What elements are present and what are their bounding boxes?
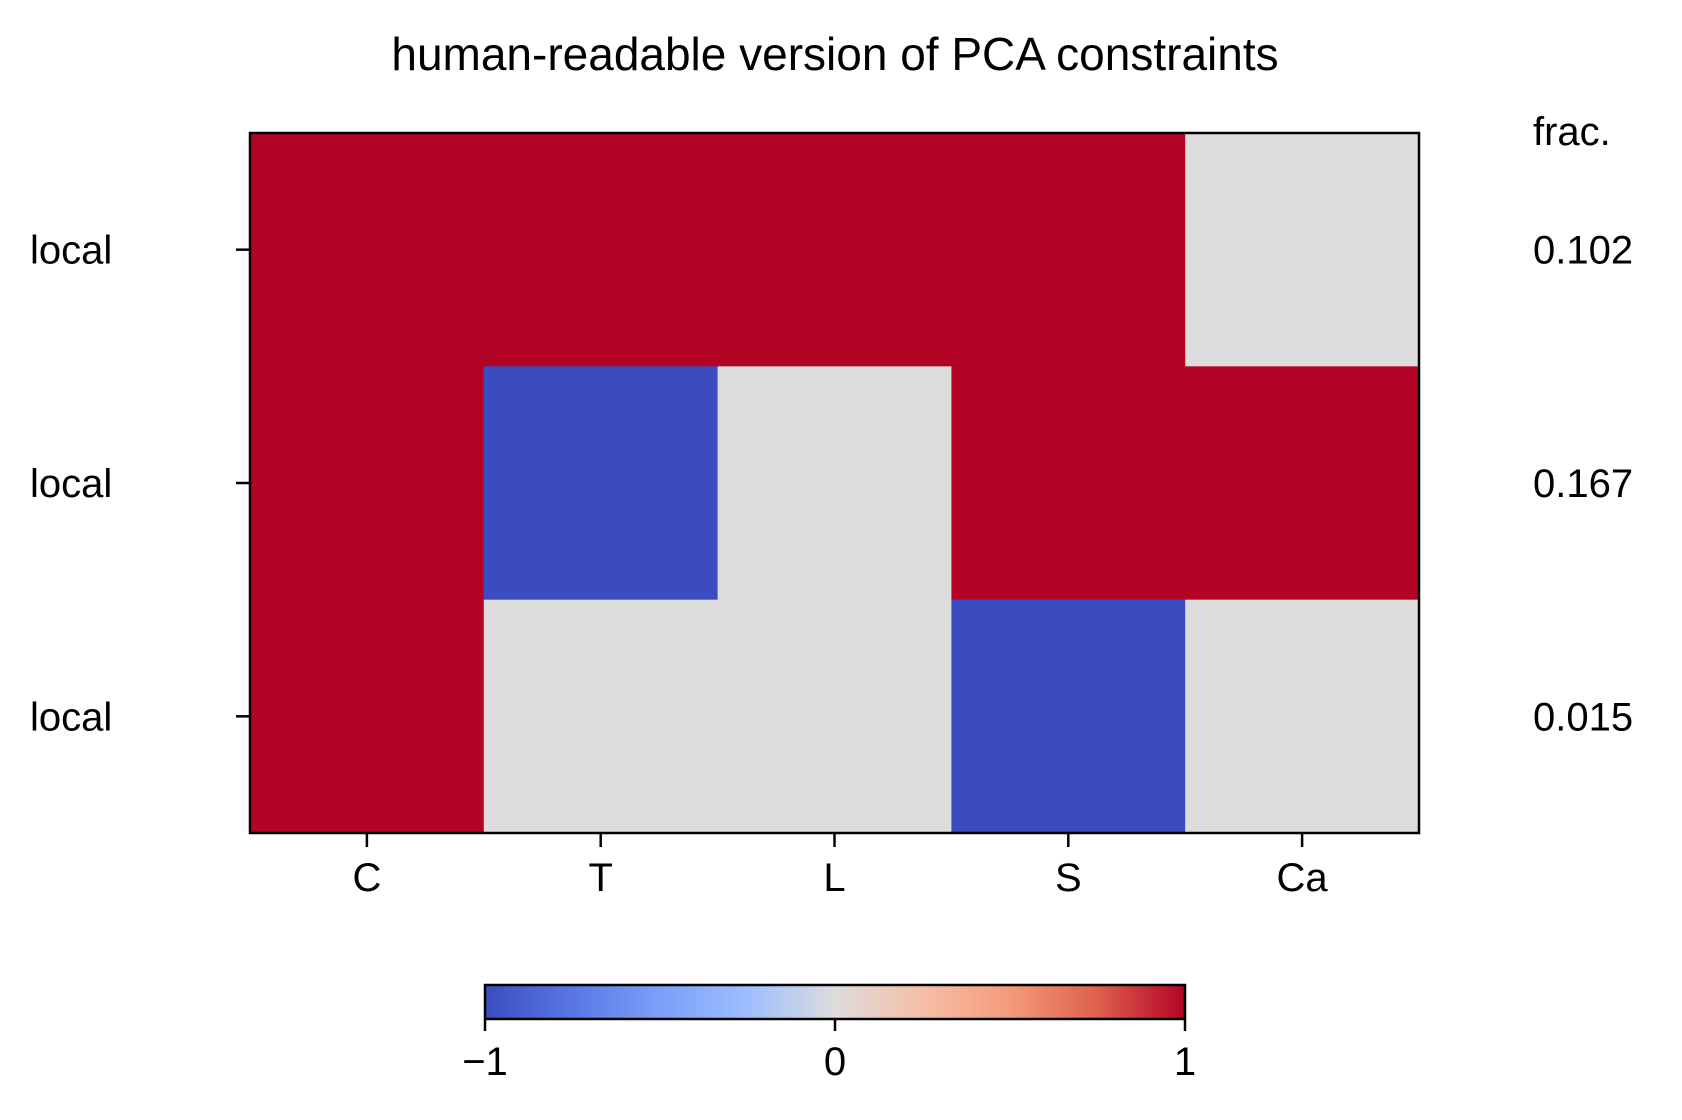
colorbar-tick-label: −1: [462, 1040, 508, 1084]
row-ticks: local local local: [30, 229, 250, 739]
column-label-l: L: [823, 856, 845, 900]
row-label: local: [30, 695, 112, 739]
heatmap-cell-r0-c4: [1185, 133, 1420, 367]
column-label-ca: Ca: [1277, 856, 1329, 900]
colorbar-tick-label: 1: [1174, 1040, 1196, 1084]
column-label-t: T: [588, 856, 612, 900]
colorbar: [483, 983, 1187, 1021]
column-label-s: S: [1055, 856, 1082, 900]
heatmap-cell-r2-c3: [951, 599, 1186, 834]
heatmap-cell-r2-c1: [483, 599, 719, 834]
colorbar-tick-label: 0: [824, 1040, 846, 1084]
frac-values: 0.102 0.167 0.015: [1533, 229, 1633, 740]
heatmap-cell-r1-c4: [1185, 366, 1420, 601]
frac-value: 0.167: [1533, 462, 1633, 506]
frac-value: 0.015: [1533, 695, 1633, 739]
heatmap-cell-r2-c4: [1185, 599, 1420, 834]
heatmap-cell-r0-c1: [483, 133, 719, 367]
frac-header: frac.: [1533, 110, 1611, 154]
colorbar-ticks: −1 0 1: [462, 1019, 1196, 1084]
column-ticks: C T L S Ca: [352, 833, 1328, 900]
heatmap-cells: [250, 133, 1420, 834]
heatmap-cell-r0-c3: [951, 133, 1186, 367]
heatmap-cell-r1-c2: [717, 366, 952, 601]
chart-title: human-readable version of PCA constraint…: [391, 28, 1278, 80]
column-label-c: C: [352, 856, 381, 900]
frac-value: 0.102: [1533, 229, 1633, 273]
row-label: local: [30, 462, 112, 506]
heatmap-cell-r1-c1: [483, 366, 719, 601]
heatmap-cell-r1-c0: [250, 366, 485, 601]
heatmap-cell-r2-c2: [717, 599, 952, 834]
row-label: local: [30, 229, 112, 273]
heatmap-cell-r1-c3: [951, 366, 1186, 601]
heatmap-cell-r0-c2: [717, 133, 952, 367]
heatmap-cell-r0-c0: [250, 133, 485, 367]
heatmap-cell-r2-c0: [250, 599, 485, 834]
